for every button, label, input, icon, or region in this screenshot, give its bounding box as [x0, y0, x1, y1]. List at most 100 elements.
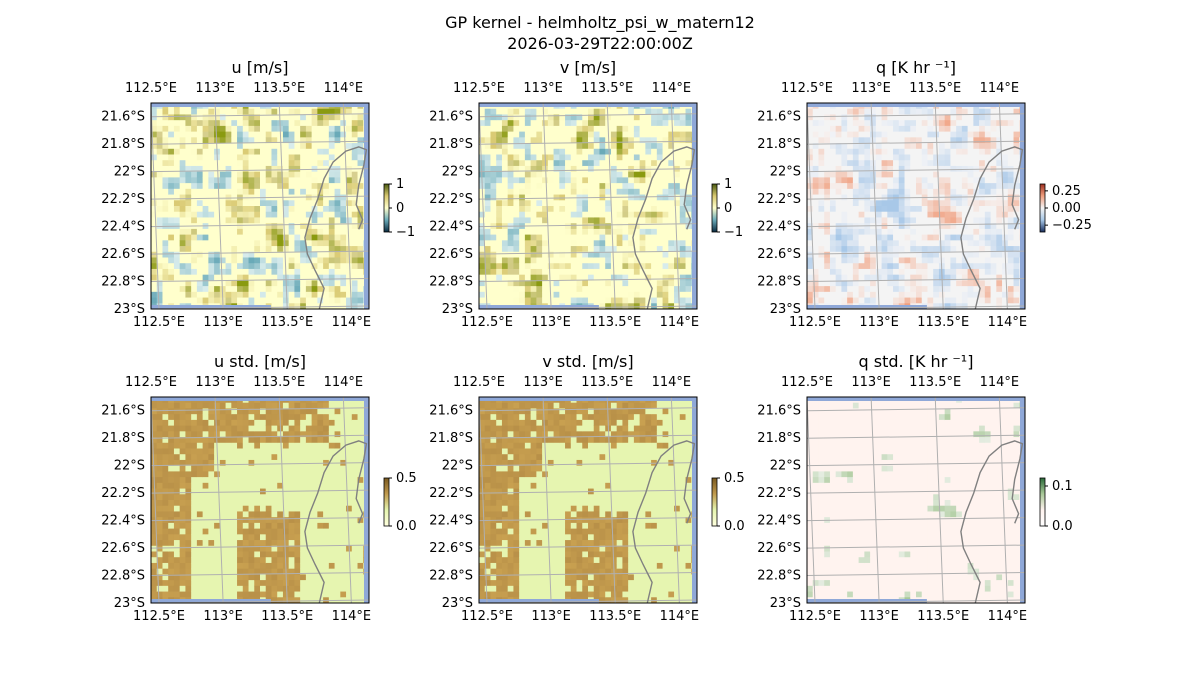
heatmap-cell [950, 297, 957, 304]
heatmap-cell [582, 223, 589, 230]
heatmap-cell [208, 263, 215, 270]
heatmap-cell [156, 580, 163, 587]
heatmap-cell [927, 211, 934, 218]
heatmap-cell [887, 280, 894, 287]
heatmap-cell [973, 143, 980, 150]
heatmap-cell [507, 188, 514, 195]
heatmap-cell [582, 246, 589, 253]
heatmap-cell [651, 148, 658, 155]
heatmap-cell [893, 120, 900, 127]
heatmap-cell [651, 177, 658, 184]
heatmap-cell [248, 274, 255, 281]
heatmap-cell [984, 194, 991, 201]
heatmap-cell [496, 280, 503, 287]
heatmap-cell [588, 251, 595, 258]
heatmap-cell [685, 125, 692, 133]
heatmap-cell [910, 177, 917, 184]
heatmap-cell [196, 108, 204, 115]
heatmap-cell [173, 137, 181, 144]
heatmap-cell [323, 114, 330, 121]
heatmap-cell [196, 143, 204, 150]
heatmap-cell [219, 511, 226, 518]
heatmap-cell [484, 206, 491, 213]
heatmap-cell [829, 257, 837, 264]
heatmap-cell [582, 263, 589, 270]
gridline-lon [214, 103, 224, 309]
heatmap-cell [231, 165, 238, 173]
heatmap-cell [616, 200, 623, 207]
heatmap-cell [519, 108, 526, 115]
heatmap-cell [1007, 114, 1014, 121]
heatmap-cell [651, 217, 658, 224]
heatmap-cell [265, 114, 272, 121]
heatmap-cell [340, 177, 347, 184]
heatmap-cell [927, 114, 934, 121]
heatmap-cell [651, 131, 658, 138]
heatmap-cell [305, 228, 313, 236]
heatmap-cell [237, 206, 244, 213]
heatmap-cell [334, 160, 341, 167]
heatmap-cell [944, 263, 951, 270]
heatmap-cell [628, 120, 635, 127]
heatmap-cell [1007, 240, 1014, 247]
heatmap-cell [984, 200, 991, 207]
heatmap-cell [225, 257, 232, 264]
map-area [151, 103, 369, 309]
heatmap-cell [916, 251, 923, 258]
heatmap-cell [151, 291, 158, 298]
heatmap-cell [219, 160, 226, 167]
heatmap-cell [656, 108, 663, 115]
heatmap-cell [829, 263, 837, 270]
heatmap-cell [168, 482, 175, 489]
heatmap-cell [225, 580, 232, 587]
heatmap-cell [173, 177, 181, 184]
heatmap-cell [674, 280, 681, 287]
heatmap-cell [559, 177, 566, 184]
heatmap-cell [231, 545, 238, 552]
heatmap-cell [605, 217, 612, 224]
heatmap-cell [933, 206, 940, 213]
heatmap-cell [944, 228, 951, 236]
heatmap-cell [294, 211, 301, 218]
heatmap-cell [668, 206, 675, 213]
heatmap-cell [973, 240, 980, 247]
heatmap-cell [328, 120, 335, 127]
heatmap-cell [530, 148, 537, 155]
heatmap-cell [323, 234, 330, 241]
heatmap-cell [605, 280, 612, 287]
heatmap-cell [351, 251, 358, 258]
heatmap-cell [351, 125, 358, 133]
heatmap-cell [570, 251, 577, 258]
heatmap-cell [151, 585, 158, 592]
heatmap-cell [875, 200, 882, 207]
heatmap-cell [346, 217, 353, 224]
heatmap-cell [288, 171, 295, 178]
heatmap-cell [973, 297, 980, 304]
heatmap-cell [904, 297, 911, 304]
heatmap-cell [656, 251, 663, 258]
heatmap-cell [639, 200, 646, 207]
heatmap-cell [248, 528, 255, 535]
heatmap-cell [944, 297, 951, 304]
heatmap-cell [242, 482, 249, 489]
heatmap-cell [265, 217, 272, 224]
heatmap-cell [668, 268, 675, 276]
heatmap-cell [242, 522, 249, 530]
heatmap-cell [277, 154, 284, 161]
heatmap-cell [357, 228, 364, 236]
heatmap-cell [168, 505, 175, 512]
heatmap-cell [151, 234, 158, 241]
heatmap-cell [191, 217, 198, 224]
heatmap-cell [179, 465, 186, 472]
heatmap-cell [168, 240, 175, 247]
heatmap-cell [214, 459, 221, 467]
heatmap-cell [225, 291, 232, 298]
heatmap-cell [185, 286, 192, 293]
heatmap-cell [265, 442, 272, 449]
heatmap-cell [311, 223, 318, 230]
heatmap-cell [944, 286, 951, 293]
heatmap-cell [311, 228, 318, 236]
heatmap-cell [927, 148, 934, 155]
heatmap-cell [208, 257, 215, 264]
heatmap-cell [610, 228, 618, 236]
